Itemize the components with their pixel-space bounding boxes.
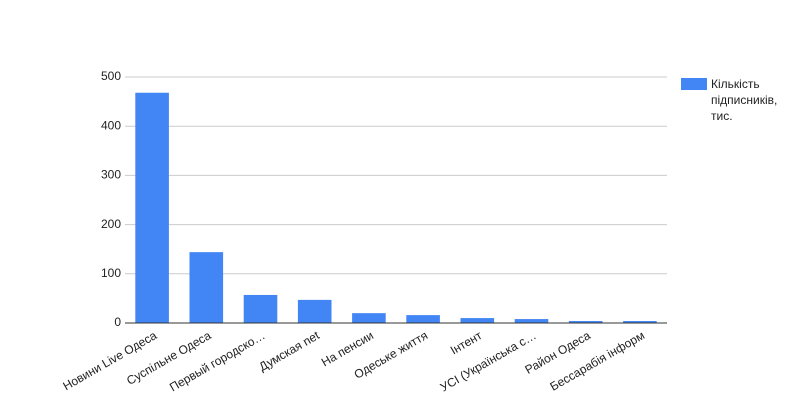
- x-tick-label: Первый городско…: [167, 328, 267, 394]
- bar: [406, 315, 440, 323]
- y-tick-label: 400: [101, 118, 121, 132]
- x-tick-label: Бессарабія інформ: [548, 328, 647, 393]
- bar: [352, 313, 386, 323]
- legend-swatch: [681, 78, 707, 90]
- bar: [243, 294, 278, 323]
- bar: [135, 92, 169, 323]
- bar: [460, 318, 495, 323]
- bar: [623, 321, 657, 323]
- y-tick-label: 300: [101, 168, 121, 182]
- y-tick-label: 200: [101, 217, 121, 231]
- y-tick-label: 0: [114, 315, 121, 329]
- bar: [514, 319, 549, 323]
- x-tick-label: Новини Live Одеса: [61, 328, 160, 393]
- x-tick-label: УСІ (Українська с…: [438, 328, 539, 394]
- y-tick-label: 100: [101, 266, 121, 280]
- bar: [297, 299, 332, 323]
- x-tick-label: Думская net: [257, 328, 323, 374]
- bar: [189, 252, 224, 323]
- x-tick-label: Інтент: [448, 328, 485, 357]
- bar: [568, 321, 603, 323]
- y-tick-label: 500: [101, 69, 121, 83]
- legend-label: Кількість підписників, тис.: [711, 77, 778, 123]
